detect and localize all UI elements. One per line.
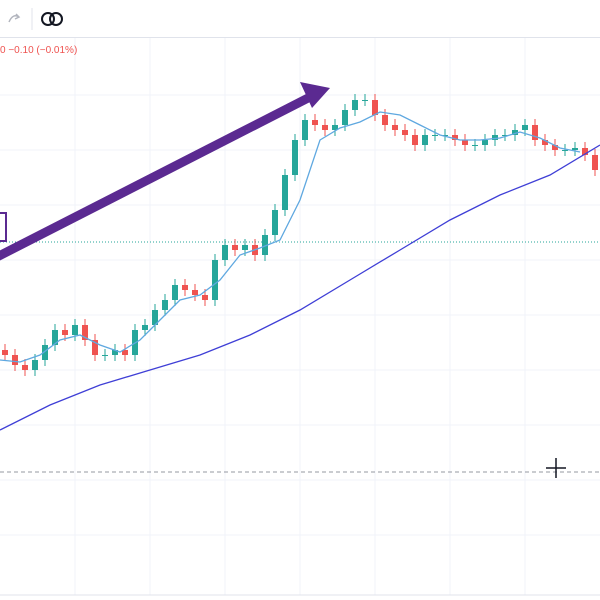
candle-body [332,125,338,130]
candle-body [12,355,18,365]
candle-body [462,140,468,145]
candle-body [472,145,478,146]
candle-body [182,285,188,290]
candle-body [162,300,168,310]
candle-body [202,295,208,300]
candle-body [562,150,568,151]
candle-body [382,115,388,125]
candle-body [92,340,98,355]
candle-body [112,350,118,355]
candle-body [572,148,578,150]
candle-body [142,325,148,330]
candle-body [502,135,508,136]
moving-average [0,111,581,363]
grid [0,38,600,595]
candle-body [542,140,548,145]
candle-body [552,145,558,150]
candle-body [482,140,488,145]
candle-body [2,350,8,355]
candle-body [362,100,368,101]
candle-body [72,325,78,335]
candle-body [292,140,298,175]
candle-body [302,120,308,140]
moving-average [0,144,600,431]
candle-body [262,235,268,255]
candle-body [102,355,108,356]
toolbar-icons [8,8,63,30]
candle-body [402,130,408,135]
candle-body [272,210,278,235]
candle-body [212,260,218,300]
candle-body [192,290,198,295]
candle-body [532,125,538,140]
legend: 0 −0.10 (−0.01%) [0,45,77,56]
trend-arrow[interactable] [0,82,330,261]
candle-body [592,155,598,170]
crosshair [546,458,566,478]
candle-body [412,135,418,145]
compare-button[interactable] [41,12,63,26]
candle-body [282,175,288,210]
candle-body [522,125,528,130]
candle-body [342,110,348,125]
candle-body [62,330,68,335]
candle-body [52,330,58,345]
candle-body [152,310,158,325]
candle-body [422,135,428,145]
candle-body [352,100,358,110]
toolbar [0,0,600,38]
candle-body [582,148,588,155]
candle-body [22,365,28,370]
candle-body [312,120,318,125]
candle-body [172,285,178,300]
redo-button[interactable] [8,13,21,23]
candle-body [82,325,88,340]
candle-body [122,350,128,355]
candle-body [242,245,248,250]
candle-body [432,135,438,136]
candle-body [492,135,498,140]
candle-body [232,245,238,250]
candle-body [322,125,328,130]
candle-body [372,100,378,115]
price-value: 0 [0,45,6,56]
candle-body [452,135,458,140]
candle-body [42,345,48,360]
candle-body [32,360,38,370]
price-change: −0.10 (−0.01%) [8,45,78,56]
candle-body [392,125,398,130]
candle-body [442,135,448,136]
drawing-handle[interactable] [0,212,7,242]
candle-body [222,245,228,260]
candle-body [512,130,518,135]
